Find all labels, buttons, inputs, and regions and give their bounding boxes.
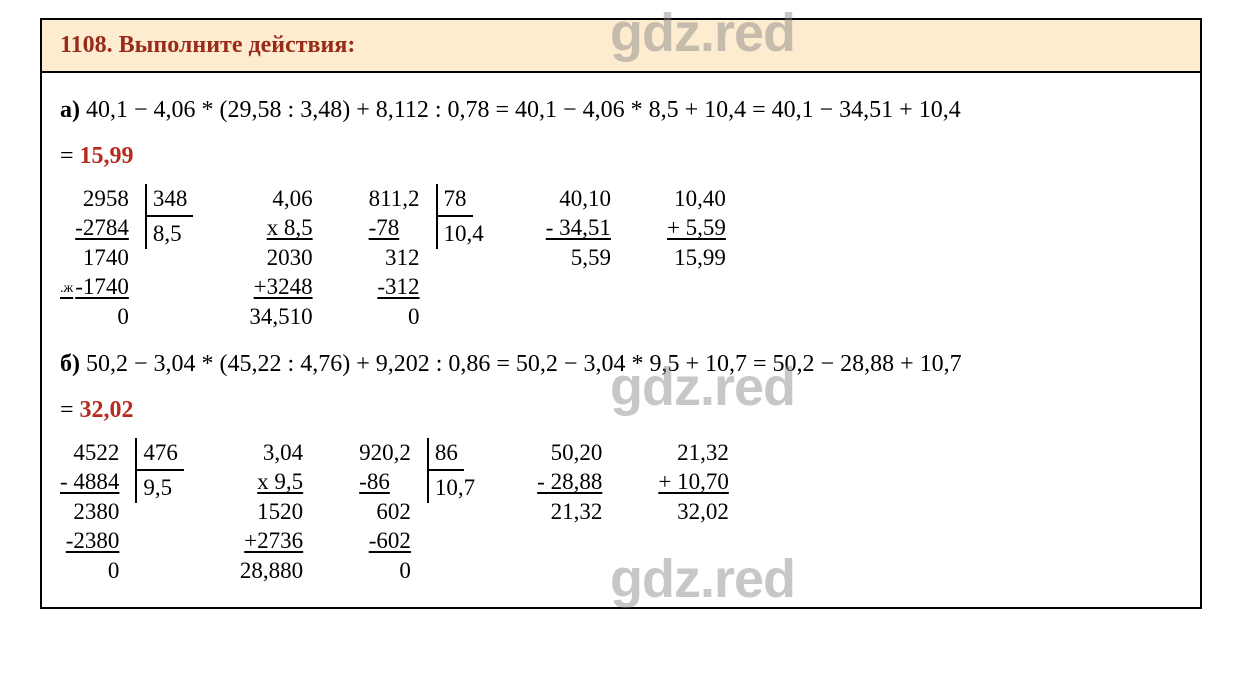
b-div2-quotient: 10,7 — [427, 471, 481, 502]
page: 1108. Выполните действия: а) 40,1 − 4,06… — [0, 0, 1242, 700]
b-div1-step2: -2380 — [60, 526, 119, 555]
b-mul-b: x 9,5 — [257, 467, 303, 496]
div2-step2: -312 — [369, 272, 420, 301]
mul-b: x 8,5 — [267, 213, 313, 242]
label-a: а) — [60, 97, 80, 123]
b-mul-p2: +2736 — [244, 526, 303, 555]
b-add-a: 21,32 — [677, 438, 729, 467]
problem-a-line1: а) 40,1 − 4,06 * (29,58 : 3,48) + 8,112 … — [60, 91, 1182, 129]
sub-a: 40,10 — [559, 184, 611, 213]
sub-b: - 34,51 — [546, 213, 611, 242]
div2-quotient: 10,4 — [436, 217, 490, 248]
b-add-b: + 10,70 — [658, 467, 728, 496]
expr-a: 40,1 − 4,06 * (29,58 : 3,48) + 8,112 : 0… — [80, 97, 961, 123]
b-sub-res: 21,32 — [551, 497, 603, 526]
b-div2-divisor: 86 — [427, 438, 464, 471]
b-div1-step1: 2380 — [60, 497, 119, 526]
work-b-div2: 920,2 -86 602 -602 0 86 10,7 — [359, 438, 481, 585]
div2-step1: 312 — [369, 243, 420, 272]
div1-note: .ж — [60, 281, 73, 296]
div1-step3: 0 — [60, 302, 129, 331]
b-div1-step0: - 4884 — [60, 467, 119, 496]
b-div2-step2: -602 — [359, 526, 411, 555]
answer-b: 32,02 — [80, 397, 134, 423]
work-b-add: 21,32 + 10,70 32,02 — [658, 438, 728, 526]
work-a-div2: 811,2 -78 312 -312 0 78 10,4 — [369, 184, 490, 331]
work-a-mul: 4,06 x 8,5 2030 +3248 34,510 — [249, 184, 312, 331]
div1-dividend: 2958 — [60, 184, 129, 213]
sub-res: 5,59 — [571, 243, 611, 272]
mul-res: 34,510 — [249, 302, 312, 331]
problem-header: 1108. Выполните действия: — [42, 20, 1200, 73]
problem-b-line1: б) 50,2 − 3,04 * (45,22 : 4,76) + 9,202 … — [60, 345, 1182, 383]
eq-b: = — [60, 397, 80, 423]
div1-step0: -2784 — [60, 213, 129, 242]
div1-step2: .ж-1740 — [60, 272, 129, 301]
div1-step1: 1740 — [60, 243, 129, 272]
b-div1-step3: 0 — [60, 556, 119, 585]
eq-a: = — [60, 143, 80, 169]
b-mul-a: 3,04 — [263, 438, 303, 467]
mul-a: 4,06 — [272, 184, 312, 213]
mul-p2: +3248 — [254, 272, 313, 301]
b-mul-p1: 1520 — [257, 497, 303, 526]
add-res: 15,99 — [674, 243, 726, 272]
b-sub-b: - 28,88 — [537, 467, 602, 496]
work-a: 2958 -2784 1740 .ж-1740 0 348 8,5 — [60, 184, 1182, 331]
work-b-div1: 4522 - 4884 2380 -2380 0 476 9,5 — [60, 438, 184, 585]
mul-p1: 2030 — [267, 243, 313, 272]
work-a-add: 10,40 + 5,59 15,99 — [667, 184, 726, 272]
work-b: 4522 - 4884 2380 -2380 0 476 9,5 3,04 — [60, 438, 1182, 585]
div1-divisor: 348 — [145, 184, 194, 217]
b-div2-step3: 0 — [359, 556, 411, 585]
b-div2-step0: -86 — [359, 467, 411, 496]
work-b-sub: 50,20 - 28,88 21,32 — [537, 438, 602, 526]
b-div1-quotient: 9,5 — [135, 471, 178, 502]
answer-a: 15,99 — [80, 143, 134, 169]
div1-quotient: 8,5 — [145, 217, 188, 248]
b-add-res: 32,02 — [677, 497, 729, 526]
work-b-mul: 3,04 x 9,5 1520 +2736 28,880 — [240, 438, 303, 585]
problem-b-line2: = 32,02 — [60, 391, 1182, 429]
div2-step0: -78 — [369, 213, 420, 242]
b-sub-a: 50,20 — [551, 438, 603, 467]
div2-divisor: 78 — [436, 184, 473, 217]
problem-a-line2: = 15,99 — [60, 137, 1182, 175]
b-div2-step1: 602 — [359, 497, 411, 526]
problem-body: а) 40,1 − 4,06 * (29,58 : 3,48) + 8,112 … — [42, 73, 1200, 607]
expr-b: 50,2 − 3,04 * (45,22 : 4,76) + 9,202 : 0… — [80, 351, 962, 377]
b-div1-dividend: 4522 — [60, 438, 119, 467]
label-b: б) — [60, 351, 80, 377]
div1-step2-val: -1740 — [75, 274, 129, 299]
div2-dividend: 811,2 — [369, 184, 420, 213]
add-a: 10,40 — [674, 184, 726, 213]
b-div1-divisor: 476 — [135, 438, 184, 471]
add-b: + 5,59 — [667, 213, 726, 242]
work-a-div1: 2958 -2784 1740 .ж-1740 0 348 8,5 — [60, 184, 193, 331]
problem-box: 1108. Выполните действия: а) 40,1 − 4,06… — [40, 18, 1202, 609]
div2-step3: 0 — [369, 302, 420, 331]
work-a-sub: 40,10 - 34,51 5,59 — [546, 184, 611, 272]
b-div2-dividend: 920,2 — [359, 438, 411, 467]
b-mul-res: 28,880 — [240, 556, 303, 585]
